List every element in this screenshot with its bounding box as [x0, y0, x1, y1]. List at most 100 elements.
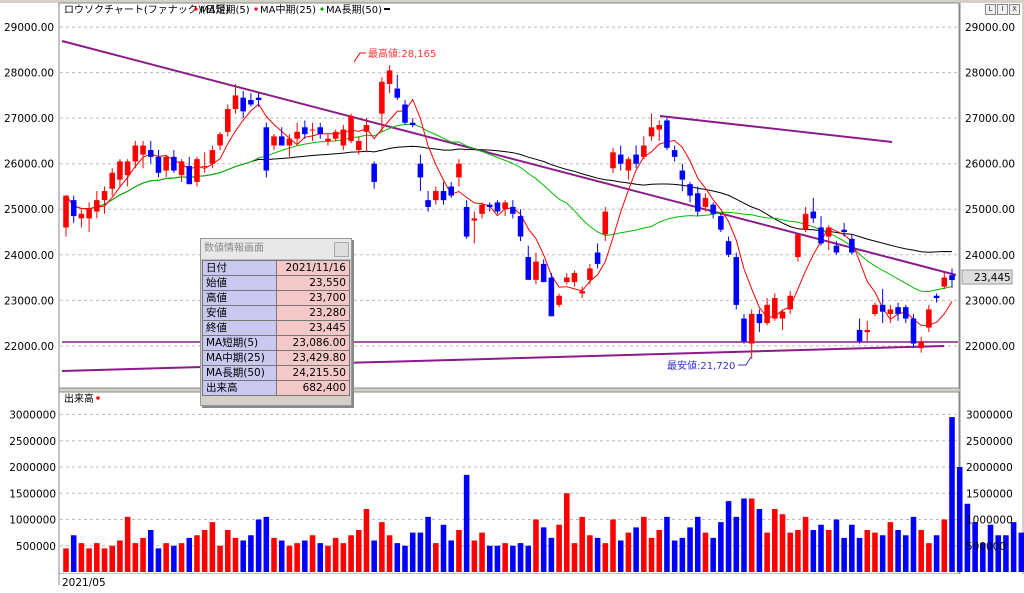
- volume-bar[interactable]: [163, 543, 169, 572]
- volume-bar[interactable]: [486, 545, 493, 572]
- info-panel-close-button[interactable]: [334, 242, 349, 257]
- candle-body[interactable]: [178, 161, 185, 176]
- candle-body[interactable]: [502, 202, 508, 210]
- candle-body[interactable]: [833, 245, 840, 253]
- volume-bar[interactable]: [271, 537, 277, 572]
- volume-bar[interactable]: [587, 535, 593, 572]
- volume-bar[interactable]: [186, 537, 193, 572]
- candle-body[interactable]: [741, 318, 747, 342]
- candle-body[interactable]: [155, 156, 162, 173]
- candle-body[interactable]: [255, 97, 262, 100]
- candle-body[interactable]: [525, 257, 532, 280]
- candle-body[interactable]: [725, 241, 732, 255]
- volume-bar[interactable]: [263, 516, 270, 572]
- candle-body[interactable]: [132, 145, 139, 162]
- volume-bar[interactable]: [86, 548, 92, 572]
- candle-body[interactable]: [471, 218, 478, 221]
- candle-body[interactable]: [918, 341, 924, 349]
- volume-bar[interactable]: [564, 493, 570, 572]
- candle-body[interactable]: [117, 161, 123, 180]
- volume-bar[interactable]: [795, 530, 801, 572]
- candle-body[interactable]: [70, 200, 77, 217]
- volume-bar[interactable]: [132, 543, 139, 572]
- candle-body[interactable]: [879, 304, 886, 312]
- volume-bar[interactable]: [533, 519, 539, 573]
- candle-body[interactable]: [764, 304, 770, 324]
- candle-body[interactable]: [571, 272, 578, 283]
- volume-bar[interactable]: [833, 519, 840, 573]
- volume-panel[interactable]: [58, 391, 960, 575]
- volume-bar[interactable]: [779, 514, 786, 572]
- volume-bar[interactable]: [556, 524, 562, 572]
- candle-body[interactable]: [494, 202, 501, 212]
- volume-bar[interactable]: [178, 543, 185, 572]
- candle-body[interactable]: [209, 150, 216, 164]
- volume-bar[interactable]: [317, 543, 324, 572]
- volume-bar[interactable]: [694, 516, 701, 572]
- volume-bar[interactable]: [402, 545, 408, 572]
- volume-bar[interactable]: [194, 535, 200, 572]
- volume-bar[interactable]: [78, 543, 85, 572]
- volume-bar[interactable]: [171, 545, 177, 572]
- volume-bar[interactable]: [340, 543, 347, 572]
- volume-bar[interactable]: [941, 519, 948, 573]
- volume-bar[interactable]: [517, 543, 524, 572]
- candle-body[interactable]: [217, 134, 223, 146]
- candle-body[interactable]: [294, 131, 300, 139]
- candle-body[interactable]: [687, 184, 693, 196]
- volume-bar[interactable]: [140, 537, 146, 572]
- candle-body[interactable]: [910, 318, 917, 344]
- volume-bar[interactable]: [70, 535, 77, 572]
- candle-body[interactable]: [86, 209, 92, 219]
- candle-body[interactable]: [718, 216, 724, 230]
- candle-body[interactable]: [402, 104, 408, 123]
- candle-body[interactable]: [124, 161, 131, 176]
- candle-body[interactable]: [949, 275, 955, 281]
- candle-body[interactable]: [633, 154, 639, 164]
- candle-body[interactable]: [864, 329, 871, 333]
- candle-body[interactable]: [694, 193, 701, 212]
- candle-body[interactable]: [656, 125, 663, 130]
- candle-body[interactable]: [363, 125, 370, 132]
- volume-bar[interactable]: [748, 498, 755, 573]
- candle-body[interactable]: [587, 268, 593, 280]
- volume-bar[interactable]: [363, 509, 370, 572]
- volume-bar[interactable]: [433, 543, 439, 572]
- candle-body[interactable]: [409, 122, 416, 126]
- volume-bar[interactable]: [217, 545, 223, 572]
- volume-bar[interactable]: [949, 417, 955, 572]
- candle-body[interactable]: [648, 127, 655, 137]
- volume-bar[interactable]: [379, 522, 385, 572]
- volume-bar[interactable]: [417, 532, 424, 572]
- candle-body[interactable]: [602, 211, 609, 235]
- volume-bar[interactable]: [494, 545, 501, 572]
- candle-body[interactable]: [109, 172, 115, 189]
- volume-bar[interactable]: [656, 530, 663, 572]
- volume-bar[interactable]: [725, 501, 732, 572]
- candle-body[interactable]: [849, 238, 855, 253]
- candle-body[interactable]: [564, 277, 570, 283]
- volume-bar[interactable]: [201, 530, 208, 572]
- candle-body[interactable]: [94, 200, 100, 212]
- candle-body[interactable]: [201, 165, 208, 167]
- candle-body[interactable]: [355, 140, 362, 151]
- volume-bar[interactable]: [633, 527, 639, 572]
- volume-bar[interactable]: [879, 535, 886, 572]
- volume-bar[interactable]: [910, 516, 917, 572]
- candle-body[interactable]: [671, 150, 678, 157]
- volume-bar[interactable]: [825, 530, 832, 572]
- volume-bar[interactable]: [209, 522, 216, 572]
- volume-bar[interactable]: [718, 522, 724, 572]
- candle-body[interactable]: [448, 186, 454, 196]
- candle-body[interactable]: [232, 95, 239, 110]
- volume-bar[interactable]: [995, 535, 1001, 572]
- candle-body[interactable]: [163, 156, 169, 171]
- volume-bar[interactable]: [1003, 535, 1009, 572]
- volume-bar[interactable]: [926, 543, 932, 572]
- candle-body[interactable]: [394, 88, 401, 98]
- candle-body[interactable]: [440, 191, 447, 201]
- candle-body[interactable]: [772, 298, 778, 319]
- volume-bar[interactable]: [733, 516, 740, 572]
- candle-body[interactable]: [825, 227, 832, 237]
